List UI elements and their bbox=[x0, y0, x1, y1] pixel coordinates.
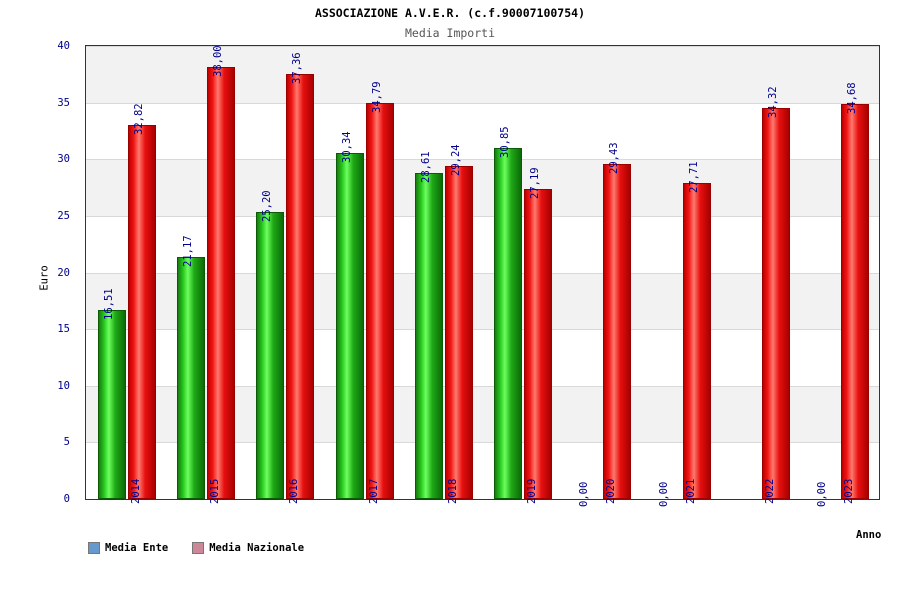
bar-group: 30,85 27,19 bbox=[483, 46, 562, 499]
bar-value-label: 21,17 bbox=[181, 235, 194, 268]
bar-value-label: 34,32 bbox=[767, 86, 780, 119]
legend-swatch-icon bbox=[88, 542, 100, 554]
legend-label: Media Nazionale bbox=[209, 542, 305, 554]
bar-media-nazionale-2015[interactable] bbox=[206, 66, 235, 499]
y-tick-label: 40 bbox=[57, 40, 70, 52]
y-tick-label: 0 bbox=[63, 493, 70, 505]
y-tick-label: 10 bbox=[57, 379, 70, 392]
bar-media-nazionale-2019[interactable] bbox=[524, 189, 553, 499]
gridline bbox=[86, 329, 879, 331]
bar-group: 21,17 38,00 bbox=[165, 45, 244, 499]
bar-media-ente-2017[interactable] bbox=[335, 153, 364, 499]
bar-value-label: 29,43 bbox=[608, 142, 621, 174]
bar-media-nazionale-2021[interactable] bbox=[682, 183, 711, 499]
gridline bbox=[86, 385, 879, 387]
bar-group: 25,20 37,36 bbox=[245, 46, 324, 499]
bar-value-label: 30,34 bbox=[340, 131, 353, 164]
gridline bbox=[86, 46, 879, 47]
x-tick-label-2023: 2023 bbox=[843, 478, 856, 504]
legend-item-media-nazionale[interactable]: Media Nazionale bbox=[192, 542, 304, 554]
bar-value-label: 32,82 bbox=[132, 103, 145, 136]
y-tick-label: 5 bbox=[63, 436, 70, 449]
bar-media-nazionale-2018[interactable] bbox=[444, 165, 473, 499]
bar-group: 0,00 27,71 bbox=[641, 46, 720, 507]
x-tick-label-2015: 2015 bbox=[208, 478, 221, 504]
bar-media-ente-2019[interactable] bbox=[494, 147, 523, 499]
bar-group: 0,00 29,43 bbox=[562, 46, 641, 507]
y-tick-label: 35 bbox=[57, 96, 70, 109]
legend-swatch-icon bbox=[192, 542, 205, 554]
y-axis-tick-labels: 0 5 10 15 20 25 30 35 40 bbox=[0, 40, 78, 505]
x-axis-title: Anno bbox=[856, 529, 882, 541]
legend-label: Media Ente bbox=[105, 542, 169, 554]
y-tick-label: 25 bbox=[57, 209, 70, 222]
y-tick-label: 30 bbox=[57, 153, 70, 166]
bar-media-nazionale-2016[interactable] bbox=[286, 73, 315, 499]
bar-media-ente-2016[interactable] bbox=[256, 211, 285, 499]
chart-legend: Media Ente Media Nazionale bbox=[88, 542, 322, 554]
plot-area: 16,51 32,82 21,17 38,00 25,20 37,36 30,34 34,79… bbox=[85, 45, 880, 507]
gridline bbox=[86, 159, 879, 161]
bar-value-label: 34,68 bbox=[846, 82, 859, 115]
bar-media-nazionale-2017[interactable] bbox=[365, 103, 394, 499]
bar-group: 28,61 29,24 bbox=[403, 46, 482, 499]
bar-value-label: 30,85 bbox=[499, 126, 512, 158]
bar-value-label: 38,00 bbox=[211, 45, 224, 77]
gridline bbox=[86, 215, 879, 217]
chart-title: ASSOCIAZIONE A.V.E.R. (c.f.90007100754) bbox=[314, 6, 586, 20]
bar-media-nazionale-2022[interactable] bbox=[762, 108, 791, 499]
bar-media-ente-2015[interactable] bbox=[176, 257, 205, 499]
bar-media-ente-2018[interactable] bbox=[414, 173, 443, 499]
y-tick-label: 15 bbox=[57, 323, 70, 336]
x-tick-label-2019: 2019 bbox=[526, 478, 539, 504]
bar-value-label: 27,19 bbox=[529, 167, 542, 200]
bar-value-label: 29,24 bbox=[449, 144, 462, 176]
x-tick-label-2020: 2020 bbox=[605, 478, 618, 504]
y-tick-label: 20 bbox=[57, 266, 70, 279]
bar-media-nazionale-2014[interactable] bbox=[127, 125, 156, 499]
bar-value-label: 34,79 bbox=[370, 81, 383, 113]
x-tick-label-2014: 2014 bbox=[129, 478, 142, 504]
chart-subtitle: Media Importi bbox=[404, 26, 495, 40]
gridline bbox=[86, 442, 879, 444]
x-tick-label-2022: 2022 bbox=[764, 478, 777, 504]
x-tick-label-2018: 2018 bbox=[446, 478, 459, 504]
bar-value-label: 25,20 bbox=[261, 190, 274, 222]
x-tick-label-2016: 2016 bbox=[288, 478, 301, 504]
bar-media-ente-2014[interactable] bbox=[97, 310, 126, 499]
bar-value-label: 0,00 bbox=[816, 481, 829, 507]
x-tick-label-2017: 2017 bbox=[367, 478, 380, 504]
bar-value-label: 0,00 bbox=[578, 481, 591, 507]
bar-group: 16,51 32,82 bbox=[86, 46, 165, 499]
bar-media-nazionale-2020[interactable] bbox=[603, 163, 632, 499]
bar-value-label: 28,61 bbox=[419, 151, 432, 183]
bar-value-label: 0,00 bbox=[657, 481, 670, 507]
gridline bbox=[86, 272, 879, 274]
bar-group: 30,34 34,79 bbox=[324, 46, 403, 499]
legend-item-media-ente[interactable]: Media Ente bbox=[88, 542, 168, 554]
bar-value-label: 37,36 bbox=[291, 52, 304, 84]
bar-value-label: 27,71 bbox=[687, 161, 700, 194]
gridline bbox=[86, 102, 879, 104]
bar-value-label: 16,51 bbox=[102, 288, 115, 321]
bar-group: 34,32 bbox=[720, 46, 799, 499]
bar-media-nazionale-2023[interactable] bbox=[841, 104, 870, 499]
x-tick-label-2021: 2021 bbox=[684, 478, 697, 504]
bar-group: 0,00 34,68 bbox=[800, 46, 879, 507]
